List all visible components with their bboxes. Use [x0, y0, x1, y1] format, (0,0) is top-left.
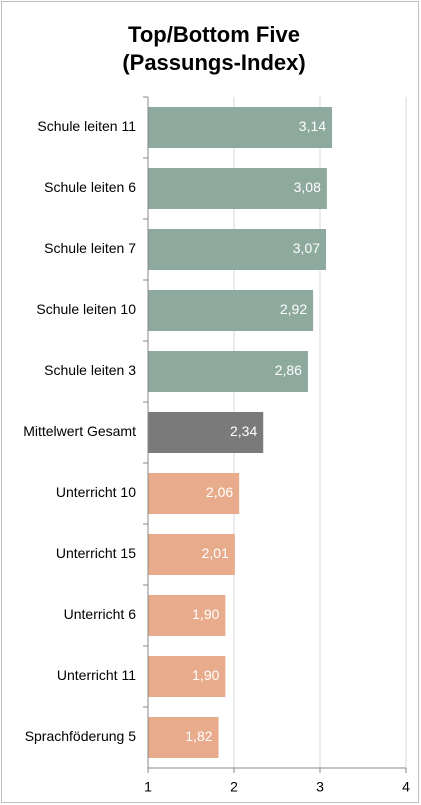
y-tick-label: Unterricht 11 — [57, 667, 136, 683]
bar — [148, 290, 314, 331]
value-label: 3,14 — [299, 118, 326, 134]
bar — [148, 534, 235, 575]
bar — [148, 229, 327, 270]
value-label: 1,90 — [192, 667, 219, 683]
bar — [148, 107, 333, 148]
bar — [148, 412, 264, 453]
y-tick-label: Sprachföderung 5 — [25, 728, 137, 744]
y-tick-label: Mittelwert Gesamt — [23, 423, 136, 439]
y-tick-label: Schule leiten 6 — [44, 179, 136, 195]
bar — [148, 168, 327, 209]
chart-title: Top/Bottom Five — [128, 22, 300, 47]
y-tick-label: Unterricht 10 — [56, 484, 136, 500]
value-label: 2,86 — [275, 362, 302, 378]
x-tick-label: 3 — [316, 779, 324, 795]
y-tick-label: Unterricht 15 — [56, 545, 136, 561]
x-tick-label: 4 — [402, 779, 410, 795]
bar — [148, 717, 219, 758]
bar — [148, 595, 226, 636]
x-tick-label: 2 — [230, 779, 238, 795]
y-tick-label: Schule leiten 3 — [44, 362, 136, 378]
value-label: 2,06 — [206, 484, 233, 500]
y-tick-label: Schule leiten 10 — [36, 301, 136, 317]
value-label: 3,07 — [293, 240, 320, 256]
value-label: 1,82 — [185, 728, 212, 744]
bar — [148, 351, 308, 392]
value-label: 3,08 — [294, 179, 321, 195]
chart-subtitle: (Passungs-Index) — [122, 50, 305, 75]
bar — [148, 473, 240, 514]
value-label: 2,01 — [202, 545, 229, 561]
bar — [148, 656, 226, 697]
y-tick-label: Schule leiten 7 — [44, 240, 136, 256]
value-label: 2,34 — [230, 423, 257, 439]
value-label: 1,90 — [192, 606, 219, 622]
y-tick-label: Unterricht 6 — [64, 606, 137, 622]
y-tick-label: Schule leiten 11 — [37, 118, 136, 134]
value-label: 2,92 — [280, 301, 307, 317]
x-tick-label: 1 — [144, 779, 152, 795]
